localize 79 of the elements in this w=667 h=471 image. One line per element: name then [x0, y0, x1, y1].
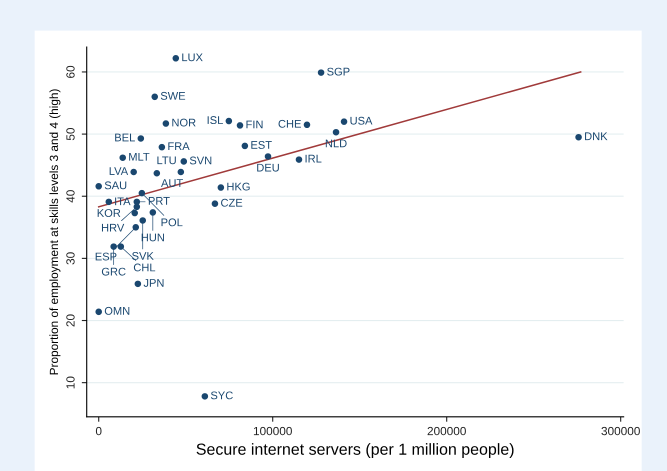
point — [304, 122, 310, 128]
annotation: EST — [251, 141, 272, 149]
x-tick-label: 200000 — [428, 426, 466, 436]
annotation: SAU — [104, 181, 126, 190]
annotation: FRA — [168, 142, 190, 150]
annotation: USA — [350, 116, 372, 125]
annotation: IRL — [306, 154, 322, 162]
annotation: HRV — [102, 224, 124, 232]
point — [151, 94, 158, 100]
point — [178, 168, 184, 176]
annotation: HKG — [227, 182, 250, 191]
annotation: CHL — [134, 264, 156, 272]
annotation: SYC — [210, 391, 233, 400]
annotation: POL — [162, 218, 182, 226]
point — [242, 142, 248, 150]
annotation: PRT — [148, 197, 170, 205]
x-tick-label: 0 — [96, 426, 102, 436]
annotation: NLD — [326, 140, 347, 148]
point — [154, 170, 160, 176]
point — [95, 308, 102, 316]
point — [332, 128, 340, 136]
x-tick-label: 100000 — [254, 426, 292, 436]
point — [132, 224, 140, 231]
point — [318, 69, 324, 76]
point — [134, 204, 140, 210]
y-tick-label: 60 — [66, 66, 75, 78]
annotation: OMN — [104, 306, 130, 315]
point — [212, 200, 218, 207]
annotation: DNK — [585, 132, 608, 140]
annotation: DEU — [257, 164, 279, 172]
annotation: ISL — [208, 116, 223, 124]
point — [162, 120, 170, 127]
annotation: CHE — [278, 120, 301, 128]
annotation: LUX — [182, 54, 203, 62]
point — [340, 118, 348, 125]
point — [180, 158, 188, 165]
point — [139, 217, 146, 224]
point — [158, 144, 166, 150]
annotation: SVN — [190, 156, 212, 164]
point — [226, 118, 232, 124]
x-tick-label: 300000 — [601, 426, 640, 436]
annotation: BEL — [115, 134, 135, 142]
point — [264, 153, 272, 160]
x-axis-title: Secure internet servers (per 1 million people) — [196, 443, 514, 458]
y-tick-label: 10 — [66, 376, 75, 388]
point — [218, 184, 224, 191]
annotation: GRC — [102, 268, 126, 276]
point — [296, 156, 302, 163]
y-tick-label: 30 — [66, 252, 75, 264]
point — [575, 134, 582, 140]
y-axis-title: Proportion of employment at skills levels 3 and 4 (high) — [49, 89, 60, 374]
point — [138, 190, 146, 196]
y-tick-label: 40 — [66, 190, 75, 203]
annotation: LVA — [110, 167, 128, 175]
annotation: NOR — [172, 118, 196, 127]
point — [134, 280, 142, 288]
annotation: CZE — [221, 198, 242, 207]
point — [95, 183, 102, 190]
annotation: JPN — [144, 279, 164, 287]
point — [138, 135, 144, 142]
point — [130, 168, 137, 176]
annotation: LTU — [157, 156, 176, 164]
annotation: SWE — [160, 92, 186, 100]
point — [236, 122, 244, 129]
annotation: SVK — [132, 252, 154, 260]
point — [172, 55, 180, 62]
point — [118, 243, 124, 250]
annotation: SGP — [327, 68, 350, 76]
annotation: KOR — [98, 209, 120, 217]
y-tick-label: 20 — [66, 314, 75, 326]
point — [119, 154, 126, 161]
point — [202, 393, 208, 400]
annotation: FIN — [246, 120, 263, 128]
annotation: MLT — [129, 152, 150, 161]
point — [150, 209, 156, 216]
point — [131, 210, 138, 216]
y-tick-label: 50 — [66, 128, 75, 140]
point — [106, 198, 112, 206]
annotation: AUT — [161, 179, 183, 187]
